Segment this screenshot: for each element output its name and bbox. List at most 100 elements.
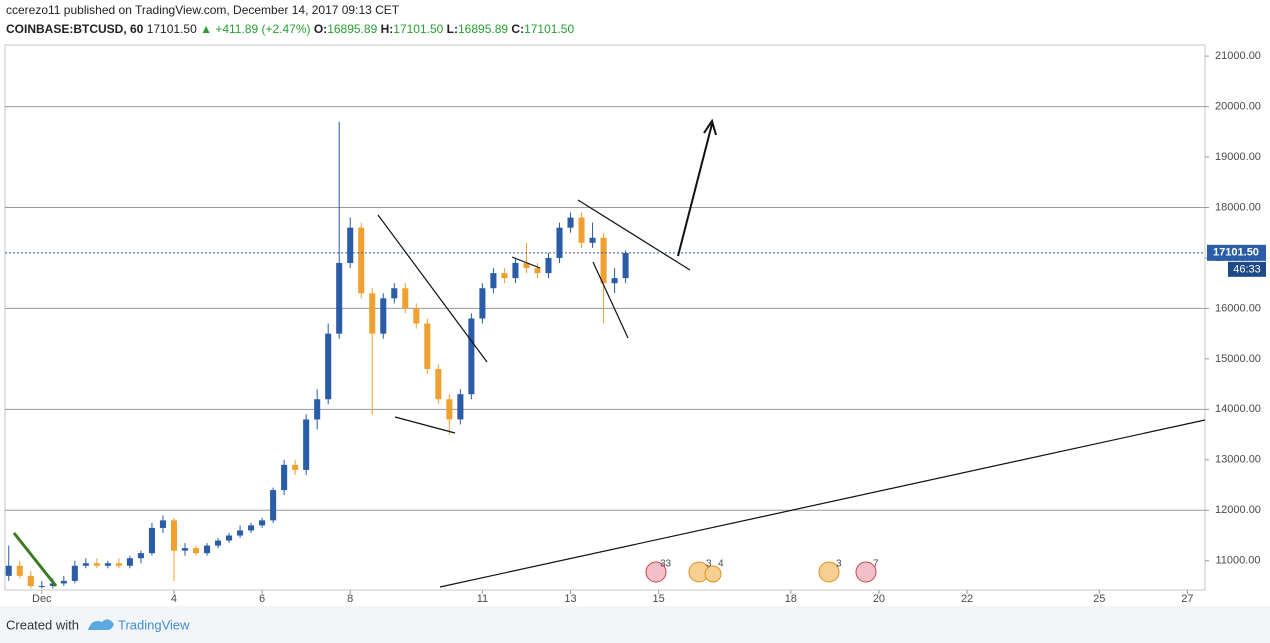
- x-tick-label: 25: [1093, 593, 1105, 605]
- candle-body: [49, 583, 56, 586]
- candle-body: [501, 273, 508, 279]
- candle-body: [413, 308, 420, 324]
- candle-body: [314, 399, 321, 420]
- candle-body: [115, 563, 122, 566]
- candle-body: [215, 540, 222, 546]
- y-tick-label: 18000.00: [1215, 201, 1261, 213]
- candle-body: [104, 563, 111, 566]
- drawings: [12, 118, 1206, 588]
- candle-body: [534, 268, 541, 274]
- candle-body: [325, 333, 332, 400]
- candle-body: [435, 368, 442, 400]
- x-tick-label: 11: [477, 593, 488, 605]
- event-count: 4: [718, 559, 724, 570]
- candle-body: [567, 217, 574, 228]
- candle-body: [479, 288, 486, 319]
- candle-body: [490, 273, 497, 289]
- countdown-box: [1228, 261, 1266, 277]
- price-box: [1207, 244, 1266, 261]
- candle-body: [578, 217, 585, 243]
- candle-body: [611, 278, 618, 284]
- candle-body: [468, 318, 475, 395]
- y-tick-label: 13000.00: [1215, 454, 1261, 466]
- arrow-head: [703, 118, 717, 136]
- x-tick-label: 13: [564, 593, 576, 605]
- candle-body: [16, 565, 23, 576]
- footer-text: Created with: [6, 617, 79, 632]
- candle-body: [545, 257, 552, 274]
- trend-line: [12, 532, 58, 587]
- candle-body: [622, 252, 629, 279]
- trend-line: [511, 256, 541, 269]
- candle-body: [446, 399, 453, 420]
- x-tick-label: 8: [347, 593, 353, 605]
- candle-body: [380, 298, 387, 334]
- price: 17101.50: [147, 22, 197, 36]
- candle-body: [270, 490, 277, 521]
- candle-body: [159, 520, 166, 528]
- candle-body: [523, 263, 530, 269]
- change: ▲ +411.89 (+2.47%): [200, 22, 310, 36]
- candle-body: [38, 585, 45, 587]
- candle-body: [556, 227, 563, 258]
- author-line: ccerezo11 published on TradingView.com, …: [6, 3, 400, 17]
- candle-body: [303, 419, 310, 470]
- ohlc-label: H:: [381, 22, 394, 36]
- y-tick-label: 21000.00: [1215, 50, 1261, 62]
- candle-body: [292, 464, 299, 470]
- candle-body: [5, 565, 12, 576]
- candle-body: [71, 565, 78, 581]
- x-tick-label: 15: [653, 593, 665, 605]
- y-tick-label: 12000.00: [1215, 504, 1261, 516]
- candle-body: [60, 580, 67, 584]
- y-tick-label: 15000.00: [1215, 353, 1261, 365]
- ohlc-label: O:: [314, 22, 327, 36]
- candle-body: [148, 527, 155, 554]
- plot-frame: [4, 44, 1206, 591]
- price-label: 17101.50: [1213, 247, 1259, 259]
- ohlc-value: 16895.89: [458, 22, 508, 36]
- candle-body: [402, 288, 409, 309]
- x-tick-label: 4: [171, 593, 177, 605]
- candle-body: [424, 323, 431, 369]
- x-tick-label: 6: [259, 593, 265, 605]
- event-icon: [855, 561, 877, 583]
- x-tick-label: 18: [785, 593, 797, 605]
- candle-body: [27, 575, 34, 586]
- candle-body: [358, 227, 365, 294]
- footer-brand[interactable]: TradingView: [118, 617, 190, 632]
- candle-body: [336, 263, 343, 334]
- y-tick-label: 20000.00: [1215, 100, 1261, 112]
- event-count: 3: [706, 559, 712, 570]
- y-tick-label: 19000.00: [1215, 151, 1261, 163]
- plot: 11000.00 12000.00 13000.00 14000.00 15000.00…: [5, 50, 1266, 605]
- candle-body: [512, 263, 519, 279]
- y-tick-label: 16000.00: [1215, 302, 1261, 314]
- trend-line: [577, 199, 691, 271]
- ohlc-label: L:: [447, 22, 458, 36]
- event-icon: [818, 561, 840, 583]
- event-count: 3: [836, 559, 842, 570]
- candle-body: [457, 394, 464, 420]
- footer-bar: [0, 606, 1270, 643]
- ohlc-label: C:: [511, 22, 524, 36]
- logo: [88, 619, 114, 630]
- candle-body: [600, 237, 607, 284]
- candle-body: [248, 525, 255, 531]
- candle-body: [192, 548, 200, 554]
- ohlc-value: 16895.89: [327, 22, 377, 36]
- x-tick-label: 22: [961, 593, 973, 605]
- candle-body: [589, 237, 596, 243]
- candle-body: [181, 548, 189, 551]
- candle-body: [126, 558, 133, 566]
- y-tick-label: 11000.00: [1215, 555, 1260, 567]
- ohlc-value: 17101.50: [524, 22, 574, 36]
- trend-line: [394, 416, 456, 434]
- arrow: [677, 123, 713, 257]
- candle-body: [170, 520, 178, 551]
- trend-line: [439, 419, 1206, 588]
- candle-body: [93, 563, 100, 566]
- event-icon: [704, 565, 722, 583]
- x-tick-label: Dec: [32, 593, 52, 605]
